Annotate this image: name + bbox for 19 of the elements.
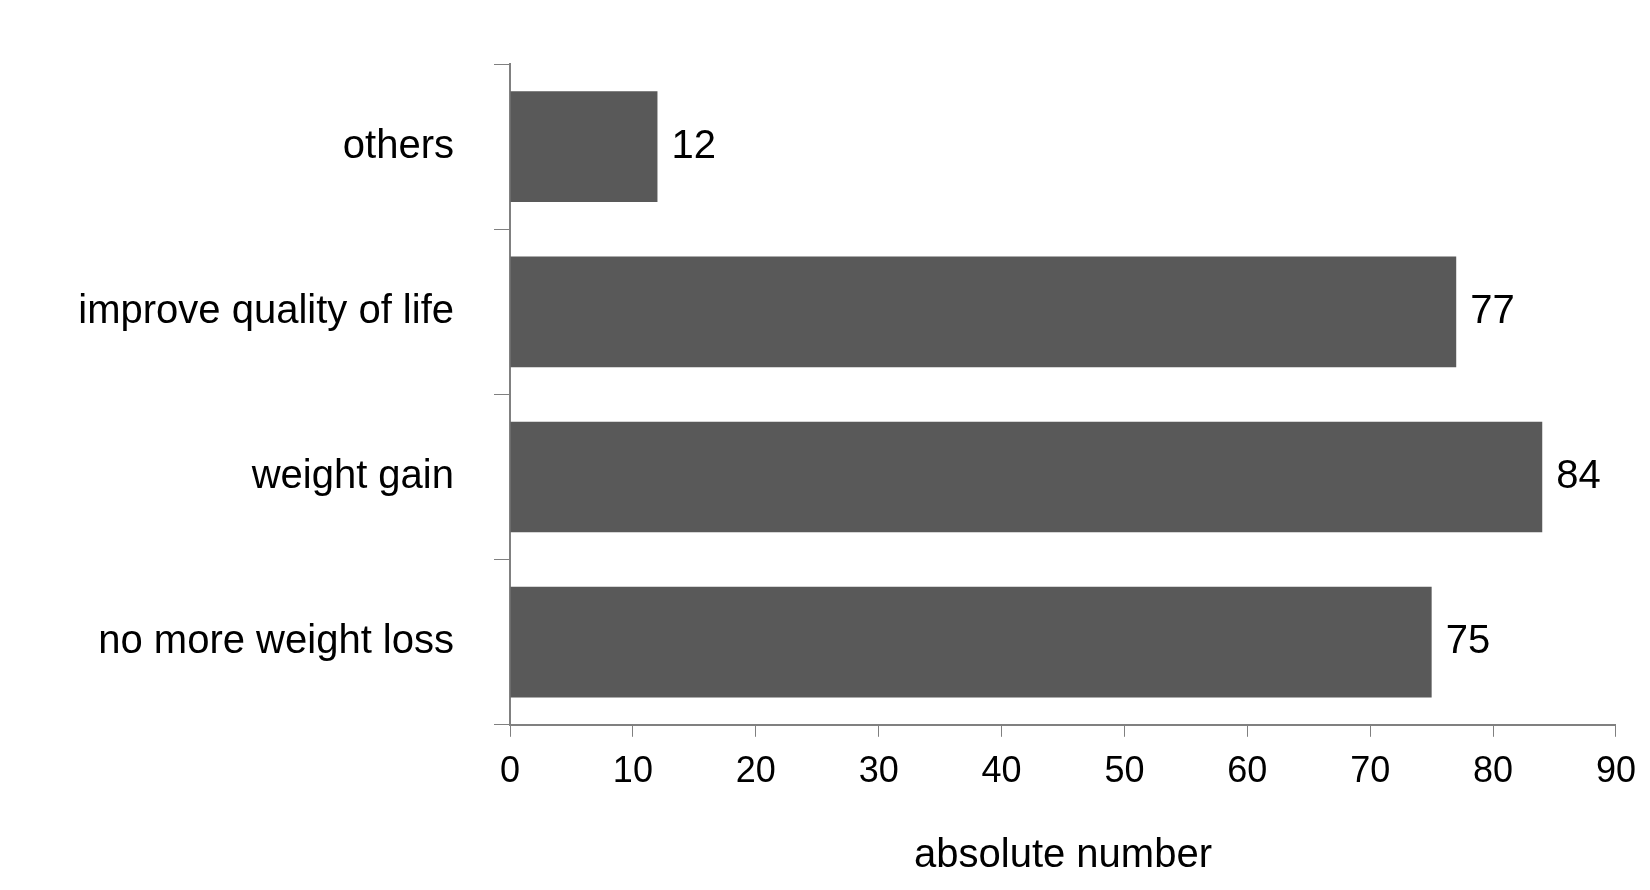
y-tick-label: no more weight loss — [98, 617, 454, 662]
x-tick-label: 0 — [499, 749, 521, 791]
x-tick-label: 60 — [1227, 749, 1268, 791]
x-tick-label: 70 — [1350, 749, 1391, 791]
data-label: 77 — [1470, 286, 1515, 331]
x-tick-label: 20 — [735, 749, 776, 791]
y-tick-label: improve quality of life — [78, 286, 454, 331]
data-label: 12 — [671, 121, 716, 166]
data-label: 84 — [1556, 452, 1601, 497]
x-axis-title: absolute number — [914, 831, 1212, 876]
x-tick-label: 50 — [1104, 749, 1145, 791]
x-tick-label: 90 — [1595, 749, 1636, 791]
x-tick-label: 80 — [1473, 749, 1514, 791]
x-tick-label: 40 — [981, 749, 1022, 791]
x-tick-label: 30 — [858, 749, 899, 791]
data-label: 75 — [1445, 617, 1491, 662]
y-tick-label: weight gain — [250, 452, 454, 497]
x-tick-label: 10 — [612, 749, 653, 791]
y-tick-label: others — [342, 121, 454, 166]
